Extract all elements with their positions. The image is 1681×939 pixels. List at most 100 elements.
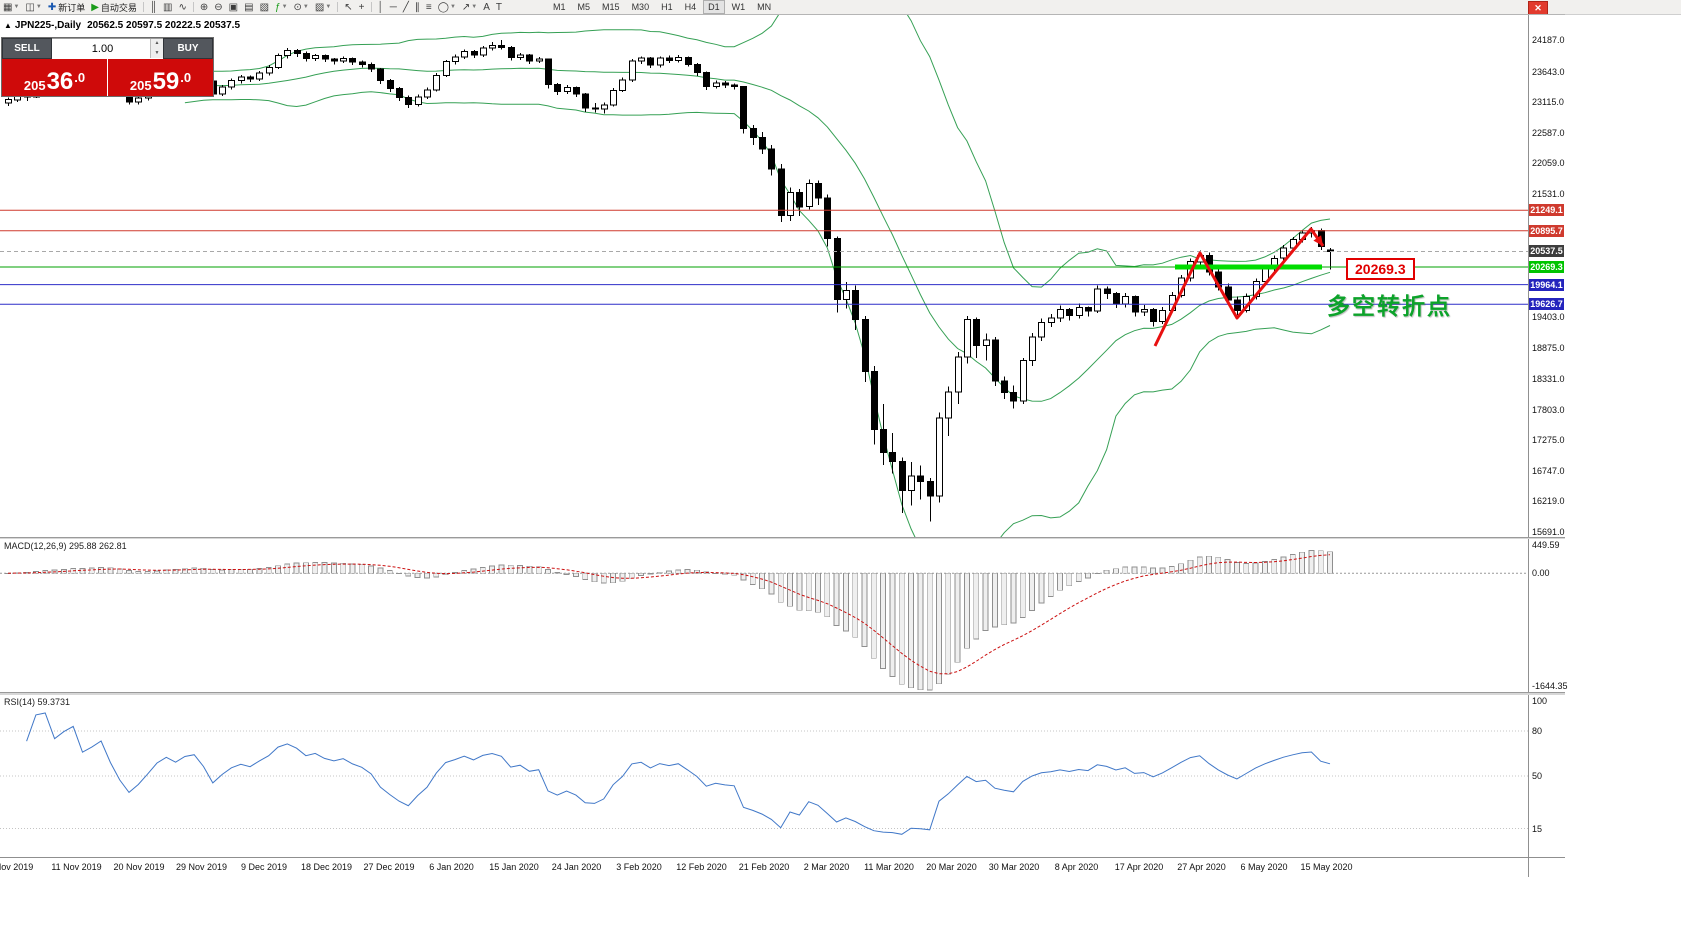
macd-bar xyxy=(1243,562,1250,574)
rsi-svg[interactable] xyxy=(0,695,1565,857)
equidistant-channel-button[interactable]: ∥ xyxy=(413,1,422,14)
new-order-button[interactable]: ✚ 新订单 xyxy=(46,1,87,14)
templates-button[interactable]: ▨ ▼ xyxy=(313,1,333,14)
timeframe-m1-button[interactable]: M1 xyxy=(553,2,566,12)
time-axis[interactable]: Nov 2019 11 Nov 2019 20 Nov 2019 29 Nov 201… xyxy=(0,857,1565,877)
one-click-collapse-icon[interactable]: ▲ xyxy=(4,21,12,30)
candle xyxy=(322,55,329,60)
timeframe-d1-button[interactable]: D1 xyxy=(703,0,725,14)
macd-bar xyxy=(1103,569,1110,574)
price-chart-svg[interactable] xyxy=(0,15,1565,538)
cursor-button[interactable]: ↖ xyxy=(342,1,354,14)
autotrading-button[interactable]: ▶ 自动交易 xyxy=(89,1,139,14)
timeframe-m30-button[interactable]: M30 xyxy=(631,2,650,12)
ohlc-bars-button[interactable]: ║ xyxy=(148,1,159,14)
candle xyxy=(387,80,394,90)
macd-bar xyxy=(936,572,942,685)
macd-bar xyxy=(870,572,877,659)
macd-svg[interactable] xyxy=(0,539,1565,692)
shapes-dropdown-icon[interactable]: ▼ xyxy=(449,4,456,10)
macd-bar xyxy=(1299,551,1305,574)
timeframe-w1-button[interactable]: W1 xyxy=(731,2,746,12)
trendline-button[interactable]: ╱ xyxy=(401,1,411,14)
zigzag-annotation[interactable] xyxy=(1153,227,1325,347)
templates-dropdown-icon[interactable]: ▼ xyxy=(325,4,332,10)
zoom-in-button[interactable]: ⊕ xyxy=(198,1,210,14)
candle xyxy=(5,99,12,104)
candle xyxy=(554,84,561,93)
candle xyxy=(1001,380,1008,393)
vertical-line-icon: │ xyxy=(377,1,384,13)
chart-profiles-dropdown-icon[interactable]: ▼ xyxy=(35,4,42,10)
buy-button[interactable]: BUY xyxy=(163,38,213,59)
candle xyxy=(1010,392,1017,402)
fibonacci-button[interactable]: ≡ xyxy=(424,1,434,14)
macd-bar xyxy=(163,569,170,574)
candle xyxy=(675,57,682,61)
arrows-button[interactable]: ↗ ▼ xyxy=(460,1,479,14)
candle xyxy=(843,290,850,300)
turning-point-note[interactable]: 多空转折点 xyxy=(1327,293,1452,319)
timeframe-h4-button[interactable]: H4 xyxy=(684,2,697,12)
text-button[interactable]: A xyxy=(481,1,492,14)
crosshair-button[interactable]: + xyxy=(357,1,367,14)
vertical-line-button[interactable]: │ xyxy=(376,1,386,14)
arrange-windows-button[interactable]: ▧ xyxy=(258,1,271,14)
fibonacci-icon: ≡ xyxy=(425,1,432,13)
date-label: 30 Mar 2020 xyxy=(988,862,1040,872)
periods-button[interactable]: ⊙ ▼ xyxy=(292,1,311,14)
horizontal-line-button[interactable]: ─ xyxy=(388,1,399,14)
text-label-button[interactable]: T xyxy=(494,1,504,14)
indicators-dropdown-icon[interactable]: ▼ xyxy=(281,4,288,10)
cascade-windows-button[interactable]: ▤ xyxy=(242,1,255,14)
macd-bar xyxy=(1001,572,1008,626)
new-chart-button[interactable]: ▦ ▼ xyxy=(1,1,21,14)
new-chart-dropdown-icon[interactable]: ▼ xyxy=(13,4,20,10)
macd-bar xyxy=(796,572,803,611)
rsi-panel[interactable]: RSI(14) 59.3731 100 80 50 15 xyxy=(0,695,1565,857)
indicators-button[interactable]: ƒ ▼ xyxy=(273,1,290,14)
buy-price[interactable]: 205 59.0 xyxy=(108,59,213,96)
macd-bar xyxy=(293,562,300,574)
sell-button[interactable]: SELL xyxy=(2,38,52,59)
candle xyxy=(247,76,254,80)
tile-windows-button[interactable]: ▣ xyxy=(227,1,240,14)
sell-price[interactable]: 205 36.0 xyxy=(2,59,108,96)
candle xyxy=(1104,288,1111,294)
candle xyxy=(228,80,235,88)
volume-input[interactable] xyxy=(52,39,163,59)
macd-bar xyxy=(107,567,114,574)
date-label: 6 May 2020 xyxy=(1240,862,1288,872)
arrows-dropdown-icon[interactable]: ▼ xyxy=(471,4,478,10)
panel-divider[interactable] xyxy=(0,692,1565,695)
main-chart-panel[interactable]: ▲ JPN225-,Daily 20562.5 20597.5 20222.5 20… xyxy=(0,14,1565,538)
new-chart-icon: ▦ xyxy=(3,1,13,13)
candle xyxy=(331,58,338,62)
candlesticks-button[interactable]: ▥ xyxy=(161,1,174,14)
volume-field: ▲ ▼ xyxy=(52,38,163,59)
toolbar-separator xyxy=(142,2,144,12)
zoom-out-button[interactable]: ⊖ xyxy=(212,1,224,14)
candle xyxy=(592,107,599,110)
price-annotation-box[interactable]: 20269.3 xyxy=(1346,258,1415,280)
shapes-button[interactable]: ◯ ▼ xyxy=(436,1,458,14)
panel-divider[interactable] xyxy=(0,537,1565,540)
candle xyxy=(1280,247,1287,259)
periods-dropdown-icon[interactable]: ▼ xyxy=(302,4,309,10)
macd-bar xyxy=(1010,572,1017,624)
macd-bar xyxy=(1234,561,1240,574)
candle xyxy=(1029,336,1036,362)
chart-profiles-button[interactable]: ◫ ▼ xyxy=(23,1,43,14)
timeframe-mn-button[interactable]: MN xyxy=(757,2,772,12)
timeframe-m15-button[interactable]: M15 xyxy=(602,2,620,12)
candle xyxy=(806,183,813,208)
timeframe-h1-button[interactable]: H1 xyxy=(661,2,673,12)
volume-decrease-button[interactable]: ▼ xyxy=(151,48,163,58)
volume-increase-button[interactable]: ▲ xyxy=(151,39,163,49)
macd-panel[interactable]: MACD(12,26,9) 295.88 262.81 449.59 0.00 -1… xyxy=(0,539,1568,692)
candle xyxy=(862,319,869,373)
timeframe-m5-button[interactable]: M5 xyxy=(577,2,591,12)
crosshair-icon: + xyxy=(358,1,365,13)
line-chart-button[interactable]: ∿ xyxy=(176,1,188,14)
close-chart-button[interactable]: ✕ xyxy=(1528,1,1548,15)
